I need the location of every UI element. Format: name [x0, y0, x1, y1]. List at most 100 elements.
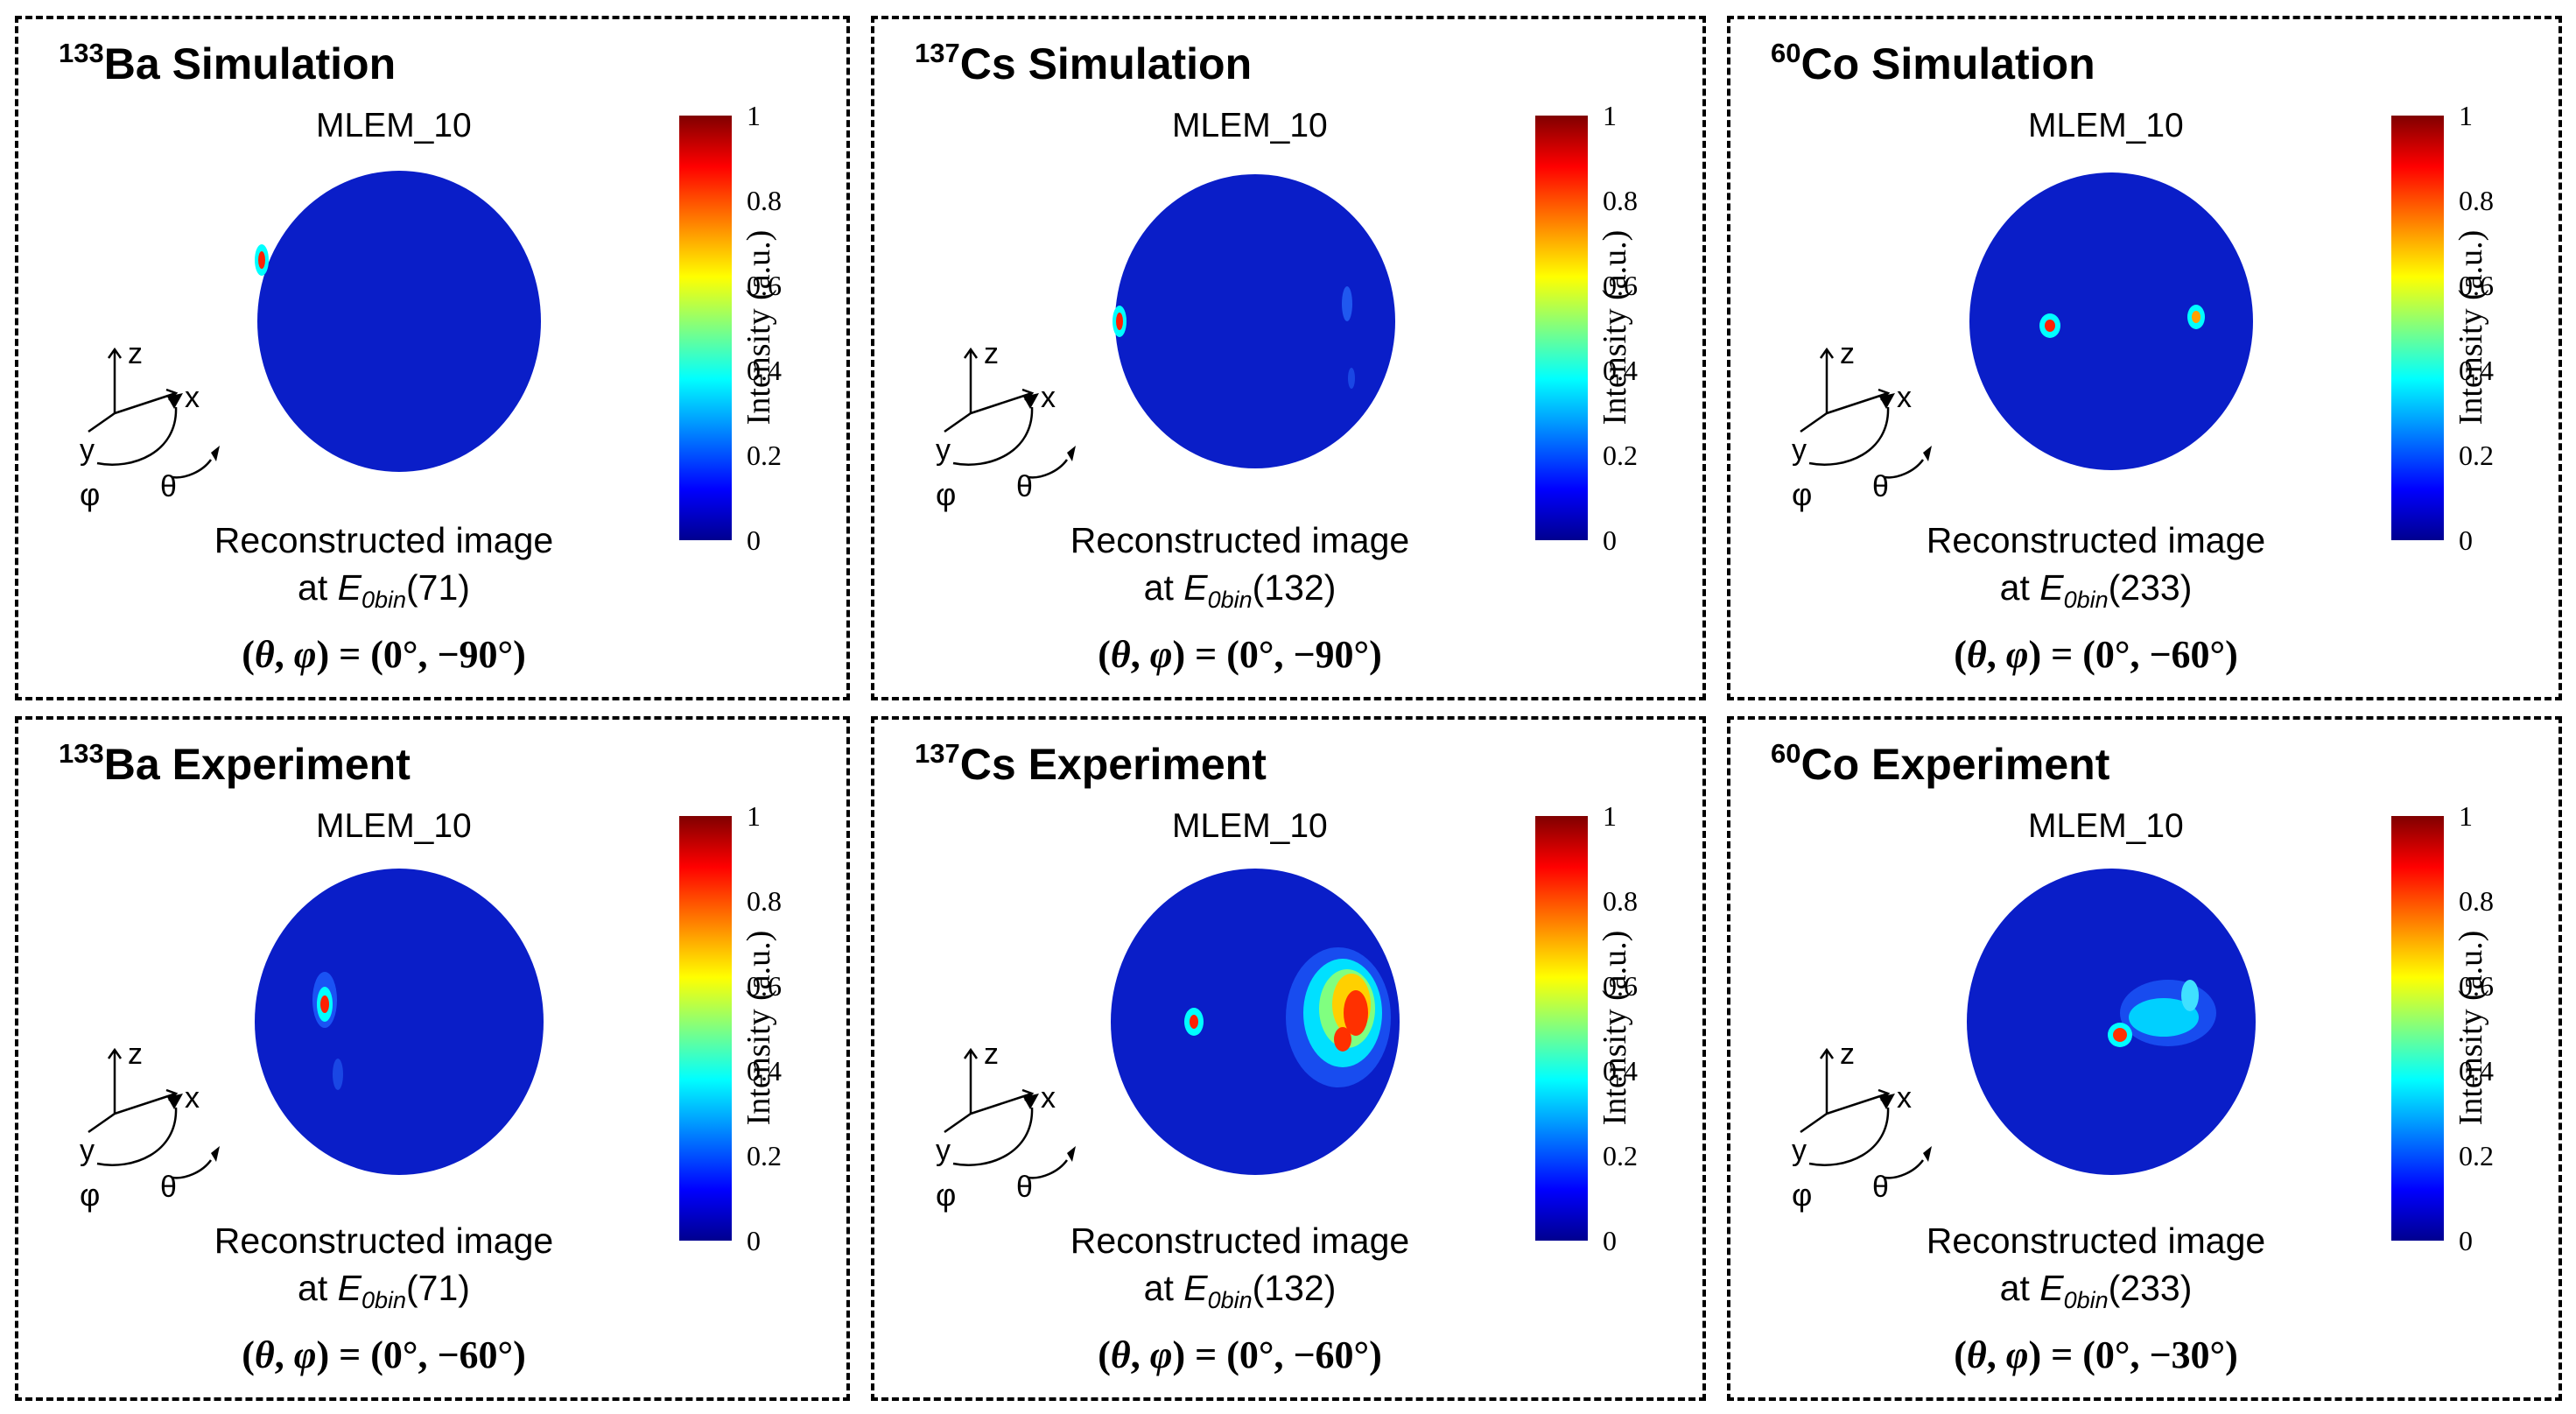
panel-ba133-experiment: 133Ba Experiment MLEM_10 1 0.8 0.6 0.4 0… — [15, 716, 850, 1401]
phi-label: φ — [936, 476, 956, 512]
theta-label: θ — [1872, 1171, 1889, 1204]
colorbar-tick: 0.8 — [1603, 885, 1638, 917]
colorbar-tick: 1 — [1603, 800, 1617, 832]
reconstruction-caption: Reconstructed image at E0bin(71) — [18, 1217, 749, 1324]
reconstruction-caption: Reconstructed image at E0bin(233) — [1730, 517, 2461, 623]
colorbar-tick: 1 — [2459, 100, 2473, 131]
colorbar-tick: 0.2 — [1603, 1140, 1638, 1171]
colorbar — [679, 116, 732, 540]
recon-line-2: at E0bin(233) — [1999, 567, 2193, 613]
phi-label: φ — [80, 1177, 100, 1213]
colorbar-label: Intensity (a.u.) — [1597, 930, 1633, 1126]
colorbar-tick: 0.4 — [2459, 1055, 2494, 1087]
colorbar-tick: 0.4 — [1603, 355, 1638, 386]
colorbar — [1535, 116, 1588, 540]
mlem-label: MLEM_10 — [2028, 107, 2184, 144]
recon-line-1: Reconstructed image — [1070, 520, 1410, 560]
panel-ba133-simulation: 133Ba Simulation MLEM_10 1 0.8 0.6 0.4 0… — [15, 16, 850, 700]
recon-line-1: Reconstructed image — [1070, 1221, 1410, 1261]
coordinate-axes-icon: z x y φ θ — [80, 339, 220, 512]
recon-line-2: at E0bin(132) — [1143, 567, 1337, 613]
axis-y-label: y — [936, 1134, 951, 1167]
reconstruction-caption: Reconstructed image at E0bin(132) — [874, 517, 1605, 623]
colorbar-tick: 0.2 — [2459, 440, 2494, 471]
colorbar-label: Intensity (a.u.) — [2453, 930, 2489, 1126]
recon-line-2: at E0bin(233) — [1999, 1268, 2193, 1313]
panel-title: 133Ba Simulation — [59, 38, 397, 88]
reconstruction-caption: Reconstructed image at E0bin(132) — [874, 1217, 1605, 1324]
theta-label: θ — [160, 1171, 177, 1204]
axis-x-label: x — [185, 1081, 200, 1115]
colorbar-tick: 0.2 — [1603, 440, 1638, 471]
axis-z-label: z — [1840, 1039, 1855, 1071]
mlem-label: MLEM_10 — [316, 107, 472, 144]
axis-y-label: y — [80, 433, 95, 467]
colorbar-tick: 1 — [2459, 800, 2473, 832]
colorbar-label: Intensity (a.u.) — [741, 229, 777, 426]
axis-z-label: z — [128, 1039, 143, 1071]
panel-title: 60Co Experiment — [1771, 738, 2110, 789]
coordinate-axes-icon: z x y φ θ — [1792, 339, 1932, 512]
recon-line-1: Reconstructed image — [214, 520, 554, 560]
coordinate-axes-icon: z x y φ θ — [936, 339, 1076, 512]
angle-equation: (θ, φ) = (0°, −90°) — [1098, 633, 1382, 676]
phi-label: φ — [1792, 476, 1812, 512]
colorbar-tick: 0.4 — [1603, 1055, 1638, 1087]
colorbar-tick: 0.6 — [747, 270, 782, 301]
colorbar-tick: 0.2 — [747, 440, 782, 471]
colorbar-tick: 0 — [1603, 524, 1617, 556]
theta-label: θ — [1016, 1171, 1033, 1204]
colorbar-tick: 0.6 — [1603, 970, 1638, 1002]
colorbar — [1535, 816, 1588, 1241]
colorbar-tick: 0.8 — [2459, 885, 2494, 917]
axis-x-label: x — [185, 381, 200, 414]
colorbar-tick: 0.8 — [1603, 185, 1638, 216]
recon-line-2: at E0bin(71) — [298, 1268, 470, 1313]
angle-equation: (θ, φ) = (0°, −60°) — [1954, 633, 2238, 676]
colorbar-tick: 1 — [747, 100, 761, 131]
axis-x-label: x — [1897, 381, 1912, 414]
panel-title: 137Cs Simulation — [915, 38, 1253, 88]
colorbar-tick: 0.2 — [2459, 1140, 2494, 1171]
reconstructed-sphere — [255, 171, 541, 472]
phi-label: φ — [80, 476, 100, 512]
axis-y-label: y — [936, 433, 951, 467]
coordinate-axes-icon: z x y φ θ — [1792, 1039, 1932, 1213]
axis-z-label: z — [128, 339, 143, 370]
colorbar-tick: 0 — [2459, 1225, 2473, 1256]
colorbar-tick: 0.8 — [747, 885, 782, 917]
axis-z-label: z — [984, 339, 999, 370]
reconstructed-sphere — [255, 869, 544, 1175]
coordinate-axes-icon: z x y φ θ — [80, 1039, 220, 1213]
colorbar-label: Intensity (a.u.) — [741, 930, 777, 1126]
colorbar-tick: 0.8 — [2459, 185, 2494, 216]
panel-title: 133Ba Experiment — [59, 738, 411, 789]
panel-title: 137Cs Experiment — [915, 738, 1267, 789]
reconstructed-sphere — [1967, 869, 2256, 1175]
recon-line-2: at E0bin(71) — [298, 567, 470, 613]
axis-x-label: x — [1041, 381, 1056, 414]
angle-equation: (θ, φ) = (0°, −60°) — [242, 1333, 526, 1376]
recon-line-2: at E0bin(132) — [1143, 1268, 1337, 1313]
colorbar-tick: 0.8 — [747, 185, 782, 216]
mlem-label: MLEM_10 — [1172, 107, 1328, 144]
panel-cs137-simulation: 137Cs Simulation MLEM_10 1 0.8 0.6 0.4 0… — [871, 16, 1706, 700]
reconstructed-sphere — [1111, 869, 1400, 1175]
coordinate-axes-icon: z x y φ θ — [936, 1039, 1076, 1213]
axis-z-label: z — [984, 1039, 999, 1071]
theta-label: θ — [1016, 470, 1033, 503]
colorbar-tick: 0 — [1603, 1225, 1617, 1256]
panel-title: 60Co Simulation — [1771, 38, 2095, 88]
theta-label: θ — [1872, 470, 1889, 503]
colorbar-tick: 0 — [2459, 524, 2473, 556]
colorbar-tick: 1 — [747, 800, 761, 832]
axis-y-label: y — [1792, 1134, 1807, 1167]
colorbar — [679, 816, 732, 1241]
reconstructed-sphere — [1969, 172, 2253, 470]
colorbar — [2391, 116, 2444, 540]
phi-label: φ — [936, 1177, 956, 1213]
axis-x-label: x — [1041, 1081, 1056, 1115]
phi-label: φ — [1792, 1177, 1812, 1213]
panel-co60-experiment: 60Co Experiment MLEM_10 1 0.8 0.6 0.4 0.… — [1727, 716, 2562, 1401]
colorbar-label: Intensity (a.u.) — [1597, 229, 1633, 426]
